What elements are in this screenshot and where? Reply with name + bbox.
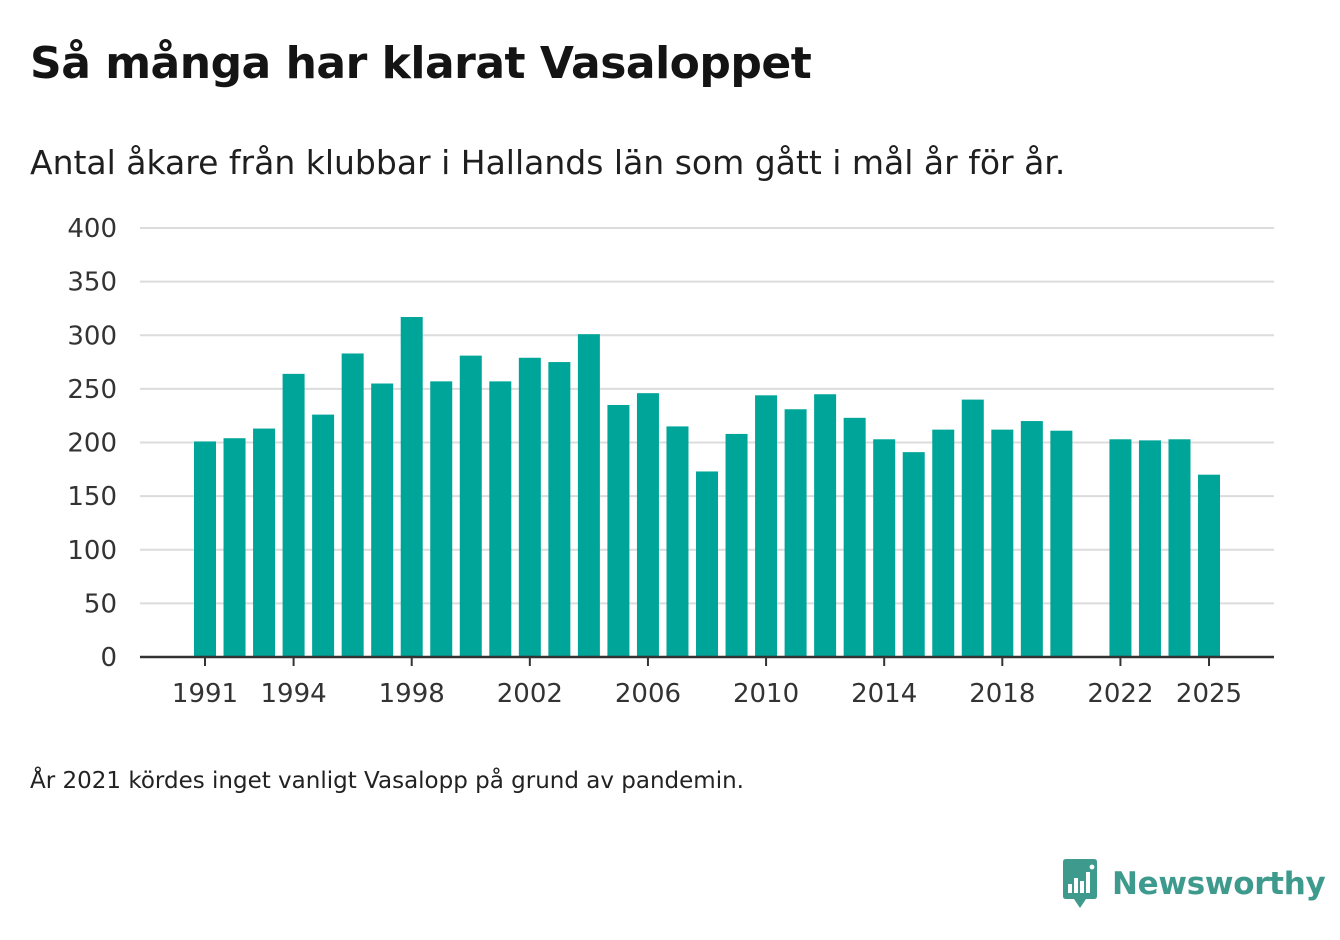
bar-2019 <box>1020 421 1043 657</box>
brand-name: Newsworthy <box>1112 866 1326 902</box>
axes: 0 50 100 150 200 250 300 350 400 1991 1994 1998 2002… <box>67 214 1274 709</box>
bar-1996 <box>341 353 364 657</box>
footnote: År 2021 kördes inget vanligt Vasalopp på… <box>30 768 744 794</box>
bar-2023 <box>1138 440 1161 657</box>
x-tick-label: 2022 <box>1087 679 1153 709</box>
bar-2025 <box>1198 474 1221 657</box>
y-tick-label: 150 <box>67 482 117 512</box>
bar-2010 <box>755 395 778 657</box>
bar-1994 <box>282 373 305 657</box>
x-tick-label: 2010 <box>733 679 799 709</box>
bar-1999 <box>430 381 453 657</box>
bar-2016 <box>932 429 955 657</box>
bar-1993 <box>253 428 276 657</box>
bar-2008 <box>696 471 719 657</box>
bar-chart: 0 50 100 150 200 250 300 350 400 1991 1994 1998 2002… <box>67 214 1274 709</box>
y-tick-label: 400 <box>67 214 117 244</box>
x-tick-label: 1991 <box>172 679 238 709</box>
chart-subtitle: Antal åkare från klubbar i Hallands län … <box>30 143 1066 182</box>
bar-chart-speech-bubble-icon <box>1063 859 1097 908</box>
chart-title: Så många har klarat Vasaloppet <box>30 38 812 89</box>
y-tick-label: 300 <box>67 321 117 351</box>
bar-2014 <box>873 439 896 657</box>
x-tick-label: 2006 <box>615 679 681 709</box>
bar-2013 <box>843 417 866 657</box>
x-tick-label: 2002 <box>497 679 563 709</box>
bar-2000 <box>459 355 482 657</box>
bar-1992 <box>223 438 246 657</box>
bars <box>194 317 1221 657</box>
bar-2007 <box>666 426 689 657</box>
y-tick-label: 0 <box>100 643 117 673</box>
bar-2002 <box>518 357 541 657</box>
brand-logo: Newsworthy <box>1060 858 1326 910</box>
bar-1998 <box>400 317 423 657</box>
bar-2017 <box>961 399 984 657</box>
bar-2011 <box>784 409 807 657</box>
x-tick-label: 1994 <box>261 679 327 709</box>
bar-2022 <box>1109 439 1132 657</box>
x-tick-label: 2018 <box>969 679 1035 709</box>
bar-2018 <box>991 429 1014 657</box>
bar-2012 <box>814 394 837 657</box>
y-tick-label: 50 <box>84 589 117 619</box>
bar-2004 <box>577 334 600 657</box>
y-tick-label: 200 <box>67 429 117 459</box>
x-tick-label: 1998 <box>379 679 445 709</box>
bar-2024 <box>1168 439 1191 657</box>
bar-2005 <box>607 404 630 657</box>
y-tick-label: 100 <box>67 536 117 566</box>
bar-2020 <box>1050 430 1073 657</box>
bar-2001 <box>489 381 512 657</box>
x-tick-label: 2025 <box>1176 679 1242 709</box>
bar-1997 <box>371 383 394 657</box>
bar-2015 <box>902 452 925 657</box>
bar-2003 <box>548 362 571 657</box>
x-tick-label: 2014 <box>851 679 917 709</box>
y-tick-label: 250 <box>67 375 117 405</box>
bar-2009 <box>725 433 748 657</box>
bar-1991 <box>194 441 216 657</box>
bar-2006 <box>636 393 659 657</box>
bar-1995 <box>312 414 335 657</box>
y-tick-label: 350 <box>67 268 117 298</box>
